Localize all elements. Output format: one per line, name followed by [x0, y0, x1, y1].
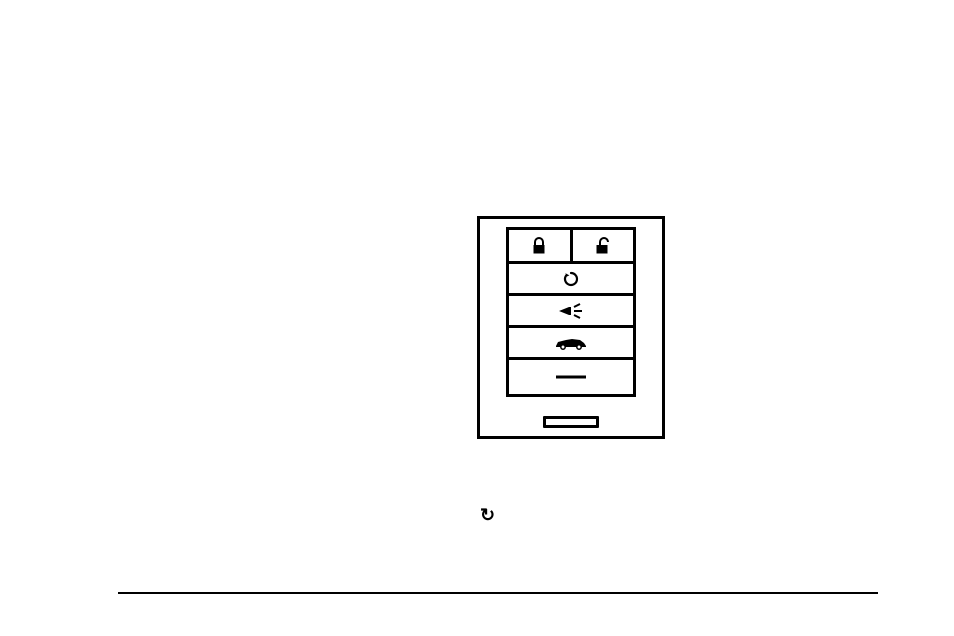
trunk-release-icon — [554, 336, 588, 350]
keyfob-keyblade-slot — [543, 416, 599, 428]
keyfob-button-trunk — [509, 328, 633, 360]
keyfob-button-grid — [506, 227, 636, 397]
keyfob-outer-frame — [477, 216, 665, 439]
panic-horn-icon — [556, 303, 586, 319]
keyfob-button-lock — [509, 230, 570, 261]
keyfob-button-remote-start — [509, 264, 633, 296]
keyfob-button-panic — [509, 296, 633, 328]
remote-start-inline-icon: ↻ — [480, 506, 495, 524]
page: ↻ — [0, 0, 954, 636]
remote-start-icon — [562, 270, 580, 288]
page-footer-rule — [118, 592, 878, 594]
blank-bar-icon — [556, 374, 586, 380]
lock-open-icon — [594, 237, 612, 255]
keyfob-button-unlock — [573, 230, 634, 261]
lock-closed-icon — [531, 237, 547, 255]
keyfob-button-bottom — [509, 360, 633, 394]
keyfob-row-lock-unlock — [509, 230, 633, 264]
